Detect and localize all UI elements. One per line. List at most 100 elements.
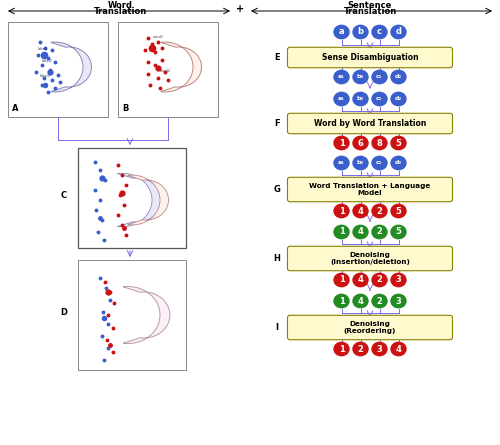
Text: b₃: b₃ (357, 161, 364, 166)
FancyBboxPatch shape (288, 47, 452, 68)
Text: 3: 3 (376, 344, 382, 353)
Text: 4: 4 (358, 227, 364, 236)
Text: b₃: b₃ (357, 74, 364, 80)
Text: Sense Disambiguation: Sense Disambiguation (322, 53, 418, 62)
Circle shape (334, 156, 349, 170)
Circle shape (334, 294, 349, 307)
Circle shape (334, 25, 349, 39)
Circle shape (391, 294, 406, 307)
Text: 1: 1 (338, 206, 344, 215)
Text: 5: 5 (396, 227, 402, 236)
Text: +: + (236, 4, 244, 14)
Circle shape (353, 92, 368, 105)
Circle shape (372, 225, 387, 239)
Text: c₁: c₁ (376, 97, 383, 101)
Text: Denoising
(Reordering): Denoising (Reordering) (344, 321, 396, 334)
Text: A: A (12, 104, 18, 113)
Text: 2: 2 (376, 275, 382, 284)
Text: d₃: d₃ (395, 161, 402, 166)
Circle shape (353, 25, 368, 39)
Text: label2: label2 (42, 59, 53, 63)
Text: a₁: a₁ (338, 74, 345, 80)
Circle shape (391, 70, 406, 84)
Text: Word: Word (108, 1, 132, 11)
Text: C: C (61, 191, 67, 200)
Text: 2: 2 (376, 227, 382, 236)
Circle shape (372, 25, 387, 39)
Circle shape (391, 273, 406, 287)
Text: Denoising
(Insertion/deletion): Denoising (Insertion/deletion) (330, 252, 410, 265)
Bar (78, 260, 186, 370)
Text: label1: label1 (38, 47, 49, 51)
Text: word2: word2 (160, 69, 171, 73)
Circle shape (372, 156, 387, 170)
Text: d: d (396, 28, 402, 36)
Circle shape (372, 136, 387, 150)
Circle shape (334, 92, 349, 105)
FancyBboxPatch shape (288, 113, 452, 134)
Circle shape (353, 273, 368, 287)
FancyBboxPatch shape (288, 246, 452, 271)
Circle shape (334, 273, 349, 287)
Text: a₁: a₁ (338, 97, 345, 101)
Text: label3: label3 (40, 74, 51, 78)
Text: 4: 4 (358, 206, 364, 215)
Text: Translation: Translation (344, 8, 396, 16)
Text: 3: 3 (396, 296, 402, 306)
Text: G: G (274, 185, 280, 194)
Text: 1: 1 (338, 138, 344, 147)
Circle shape (372, 204, 387, 218)
Circle shape (334, 70, 349, 84)
FancyBboxPatch shape (288, 315, 452, 340)
Circle shape (372, 92, 387, 105)
Circle shape (391, 156, 406, 170)
Circle shape (391, 25, 406, 39)
Circle shape (391, 92, 406, 105)
Text: d₂: d₂ (395, 97, 402, 101)
Text: 2: 2 (376, 296, 382, 306)
Circle shape (353, 204, 368, 218)
Circle shape (353, 294, 368, 307)
Text: d₂: d₂ (395, 74, 402, 80)
Text: 1: 1 (338, 227, 344, 236)
Text: D: D (60, 308, 68, 317)
Circle shape (334, 225, 349, 239)
Text: 1: 1 (338, 344, 344, 353)
Circle shape (353, 342, 368, 356)
Text: word1: word1 (153, 35, 164, 39)
Text: c₁: c₁ (376, 161, 383, 166)
Text: Translation: Translation (94, 8, 146, 16)
Text: a₁: a₁ (338, 161, 345, 166)
Circle shape (391, 225, 406, 239)
Text: 6: 6 (358, 138, 364, 147)
Text: b: b (358, 28, 364, 36)
Polygon shape (51, 42, 92, 92)
Circle shape (391, 342, 406, 356)
Text: F: F (274, 119, 280, 128)
Text: H: H (274, 254, 280, 263)
Text: a: a (338, 28, 344, 36)
Circle shape (353, 136, 368, 150)
Text: 1: 1 (338, 275, 344, 284)
Circle shape (353, 70, 368, 84)
Text: 1: 1 (338, 296, 344, 306)
Text: 5: 5 (396, 138, 402, 147)
Bar (118, 22, 218, 117)
Circle shape (372, 342, 387, 356)
Text: 2: 2 (358, 344, 364, 353)
Circle shape (334, 136, 349, 150)
FancyBboxPatch shape (288, 177, 452, 202)
Polygon shape (118, 173, 162, 227)
Circle shape (391, 204, 406, 218)
Text: 3: 3 (396, 275, 402, 284)
Text: B: B (122, 104, 128, 113)
Text: 2: 2 (376, 206, 382, 215)
Text: Sentence: Sentence (348, 1, 392, 11)
Bar (8, 22, 108, 117)
Text: Word by Word Translation: Word by Word Translation (314, 119, 426, 128)
Text: 4: 4 (358, 275, 364, 284)
Polygon shape (128, 175, 168, 225)
Circle shape (334, 204, 349, 218)
Text: b₃: b₃ (357, 97, 364, 101)
Circle shape (372, 294, 387, 307)
